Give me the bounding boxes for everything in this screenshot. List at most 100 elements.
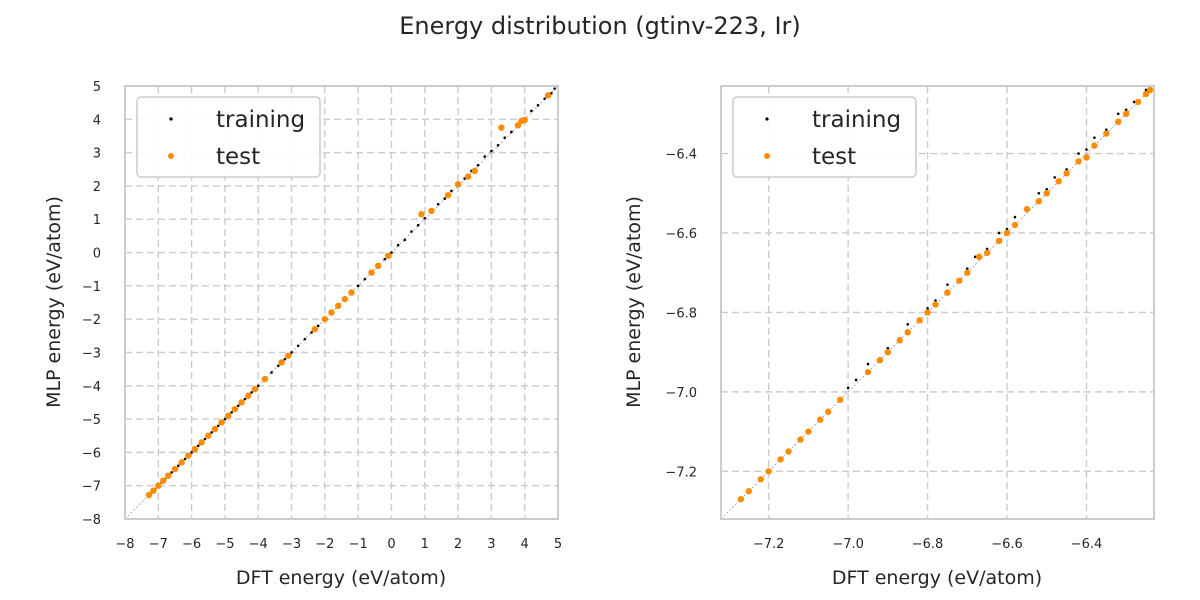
left-legend-test-marker: [168, 153, 174, 159]
right-y-tick-label: −6.4: [665, 148, 697, 163]
right-test-point: [964, 269, 971, 276]
left-training-point: [310, 331, 313, 334]
left-test-point: [160, 477, 167, 484]
left-training-point: [170, 471, 173, 474]
left-x-tick-label: 0: [387, 537, 395, 552]
left-training-point: [303, 337, 307, 341]
right-test-point: [1055, 178, 1062, 185]
left-training-point: [183, 457, 187, 461]
left-test-point: [185, 452, 192, 459]
left-training-point: [290, 351, 293, 354]
left-test-point: [245, 392, 252, 399]
right-training-point: [1144, 88, 1148, 92]
left-training-point: [483, 155, 487, 158]
right-y-tick-label: −7.2: [665, 465, 697, 480]
left-points: [145, 87, 556, 499]
left-training-point: [296, 344, 300, 348]
left-training-point: [363, 277, 367, 281]
left-training-point: [416, 223, 420, 227]
left-training-point: [536, 104, 540, 107]
right-training-point: [1116, 112, 1120, 116]
left-test-point: [225, 412, 232, 419]
left-y-tick-label: −2: [82, 313, 101, 328]
right-training-point: [965, 267, 969, 271]
right-training-point: [934, 299, 937, 302]
right-points: [737, 86, 1154, 503]
left-training-point: [196, 444, 200, 448]
right-legend-box: [732, 96, 917, 178]
left-test-point: [544, 92, 552, 99]
right-training-point: [1085, 148, 1088, 151]
left-training-point: [203, 437, 207, 441]
left-test-point: [178, 459, 185, 466]
left-y-tick-label: −6: [82, 446, 101, 461]
left-training-point: [176, 464, 180, 468]
right-test-point: [1134, 98, 1142, 106]
right-training-point: [1065, 168, 1068, 171]
left-training-point: [396, 243, 400, 247]
left-x-tick-label: −6: [182, 537, 201, 552]
left-x-ticks: −8 −7 −6 −5 −4 −3 −2 −1 0 1 2 3 4 5: [115, 537, 562, 552]
left-test-point: [198, 439, 205, 446]
right-test-point: [765, 468, 772, 475]
right-test-point: [745, 487, 753, 495]
right-y-tick-label: −6.8: [665, 306, 697, 321]
left-test-point: [428, 207, 435, 215]
right-test-point: [884, 348, 892, 356]
right-training-point: [1093, 136, 1096, 139]
right-training-point: [1053, 176, 1056, 179]
left-training-point: [510, 130, 513, 134]
right-legend-test-marker: [764, 153, 770, 159]
right-test-point: [825, 408, 832, 415]
left-x-tick-label: −8: [115, 537, 134, 552]
left-training-point: [190, 451, 193, 454]
left-training-point: [276, 364, 280, 368]
left-training-point: [216, 424, 220, 428]
left-test-point: [211, 425, 219, 433]
left-training-point: [436, 202, 440, 206]
right-test-point: [1043, 190, 1050, 197]
left-training-point: [243, 397, 247, 401]
right-test-point: [876, 356, 884, 364]
right-test-point: [757, 476, 764, 483]
left-test-point: [238, 399, 245, 406]
left-y-ticks: −8 −7 −6 −5 −4 −3 −2 −1 0 1 2 3 4 5: [82, 80, 101, 528]
left-test-point: [321, 315, 329, 323]
right-test-point: [1075, 158, 1082, 165]
right-test-point: [817, 416, 824, 423]
right-x-tick-label: −7.0: [832, 537, 864, 552]
left-test-point: [464, 173, 472, 180]
right-test-point: [1011, 221, 1019, 229]
right-training-point: [1077, 152, 1080, 155]
right-training-point: [985, 247, 989, 251]
left-test-point: [514, 122, 522, 129]
left-test-point: [348, 289, 355, 296]
right-test-point: [1035, 198, 1042, 205]
right-test-point: [1023, 205, 1031, 213]
left-test-point: [155, 482, 162, 489]
left-training-point: [503, 136, 507, 139]
left-test-point: [191, 445, 199, 453]
left-training-point: [450, 189, 453, 193]
left-test-point: [285, 352, 292, 359]
right-x-tick-label: −6.6: [991, 537, 1023, 552]
left-legend-training-marker: [169, 117, 173, 121]
right-test-point: [1063, 170, 1070, 177]
right-training-point: [1105, 128, 1108, 131]
right-test-point: [864, 368, 872, 376]
right-plot-frame: [720, 85, 1155, 520]
left-test-point: [341, 295, 349, 303]
right-training-point: [1005, 227, 1009, 231]
left-x-tick-label: −4: [249, 537, 268, 552]
left-test-point: [498, 124, 505, 131]
left-legend-box: [136, 96, 321, 178]
right-training-point: [1013, 215, 1017, 219]
left-plot-frame: [124, 85, 559, 520]
right-y-tick-label: −6.6: [665, 227, 697, 242]
left-training-point: [223, 417, 227, 421]
left-training-point: [256, 384, 260, 388]
right-test-point: [737, 495, 745, 503]
left-training-point: [496, 143, 500, 147]
left-y-tick-label: −1: [82, 280, 101, 295]
right-training-point: [926, 307, 929, 310]
